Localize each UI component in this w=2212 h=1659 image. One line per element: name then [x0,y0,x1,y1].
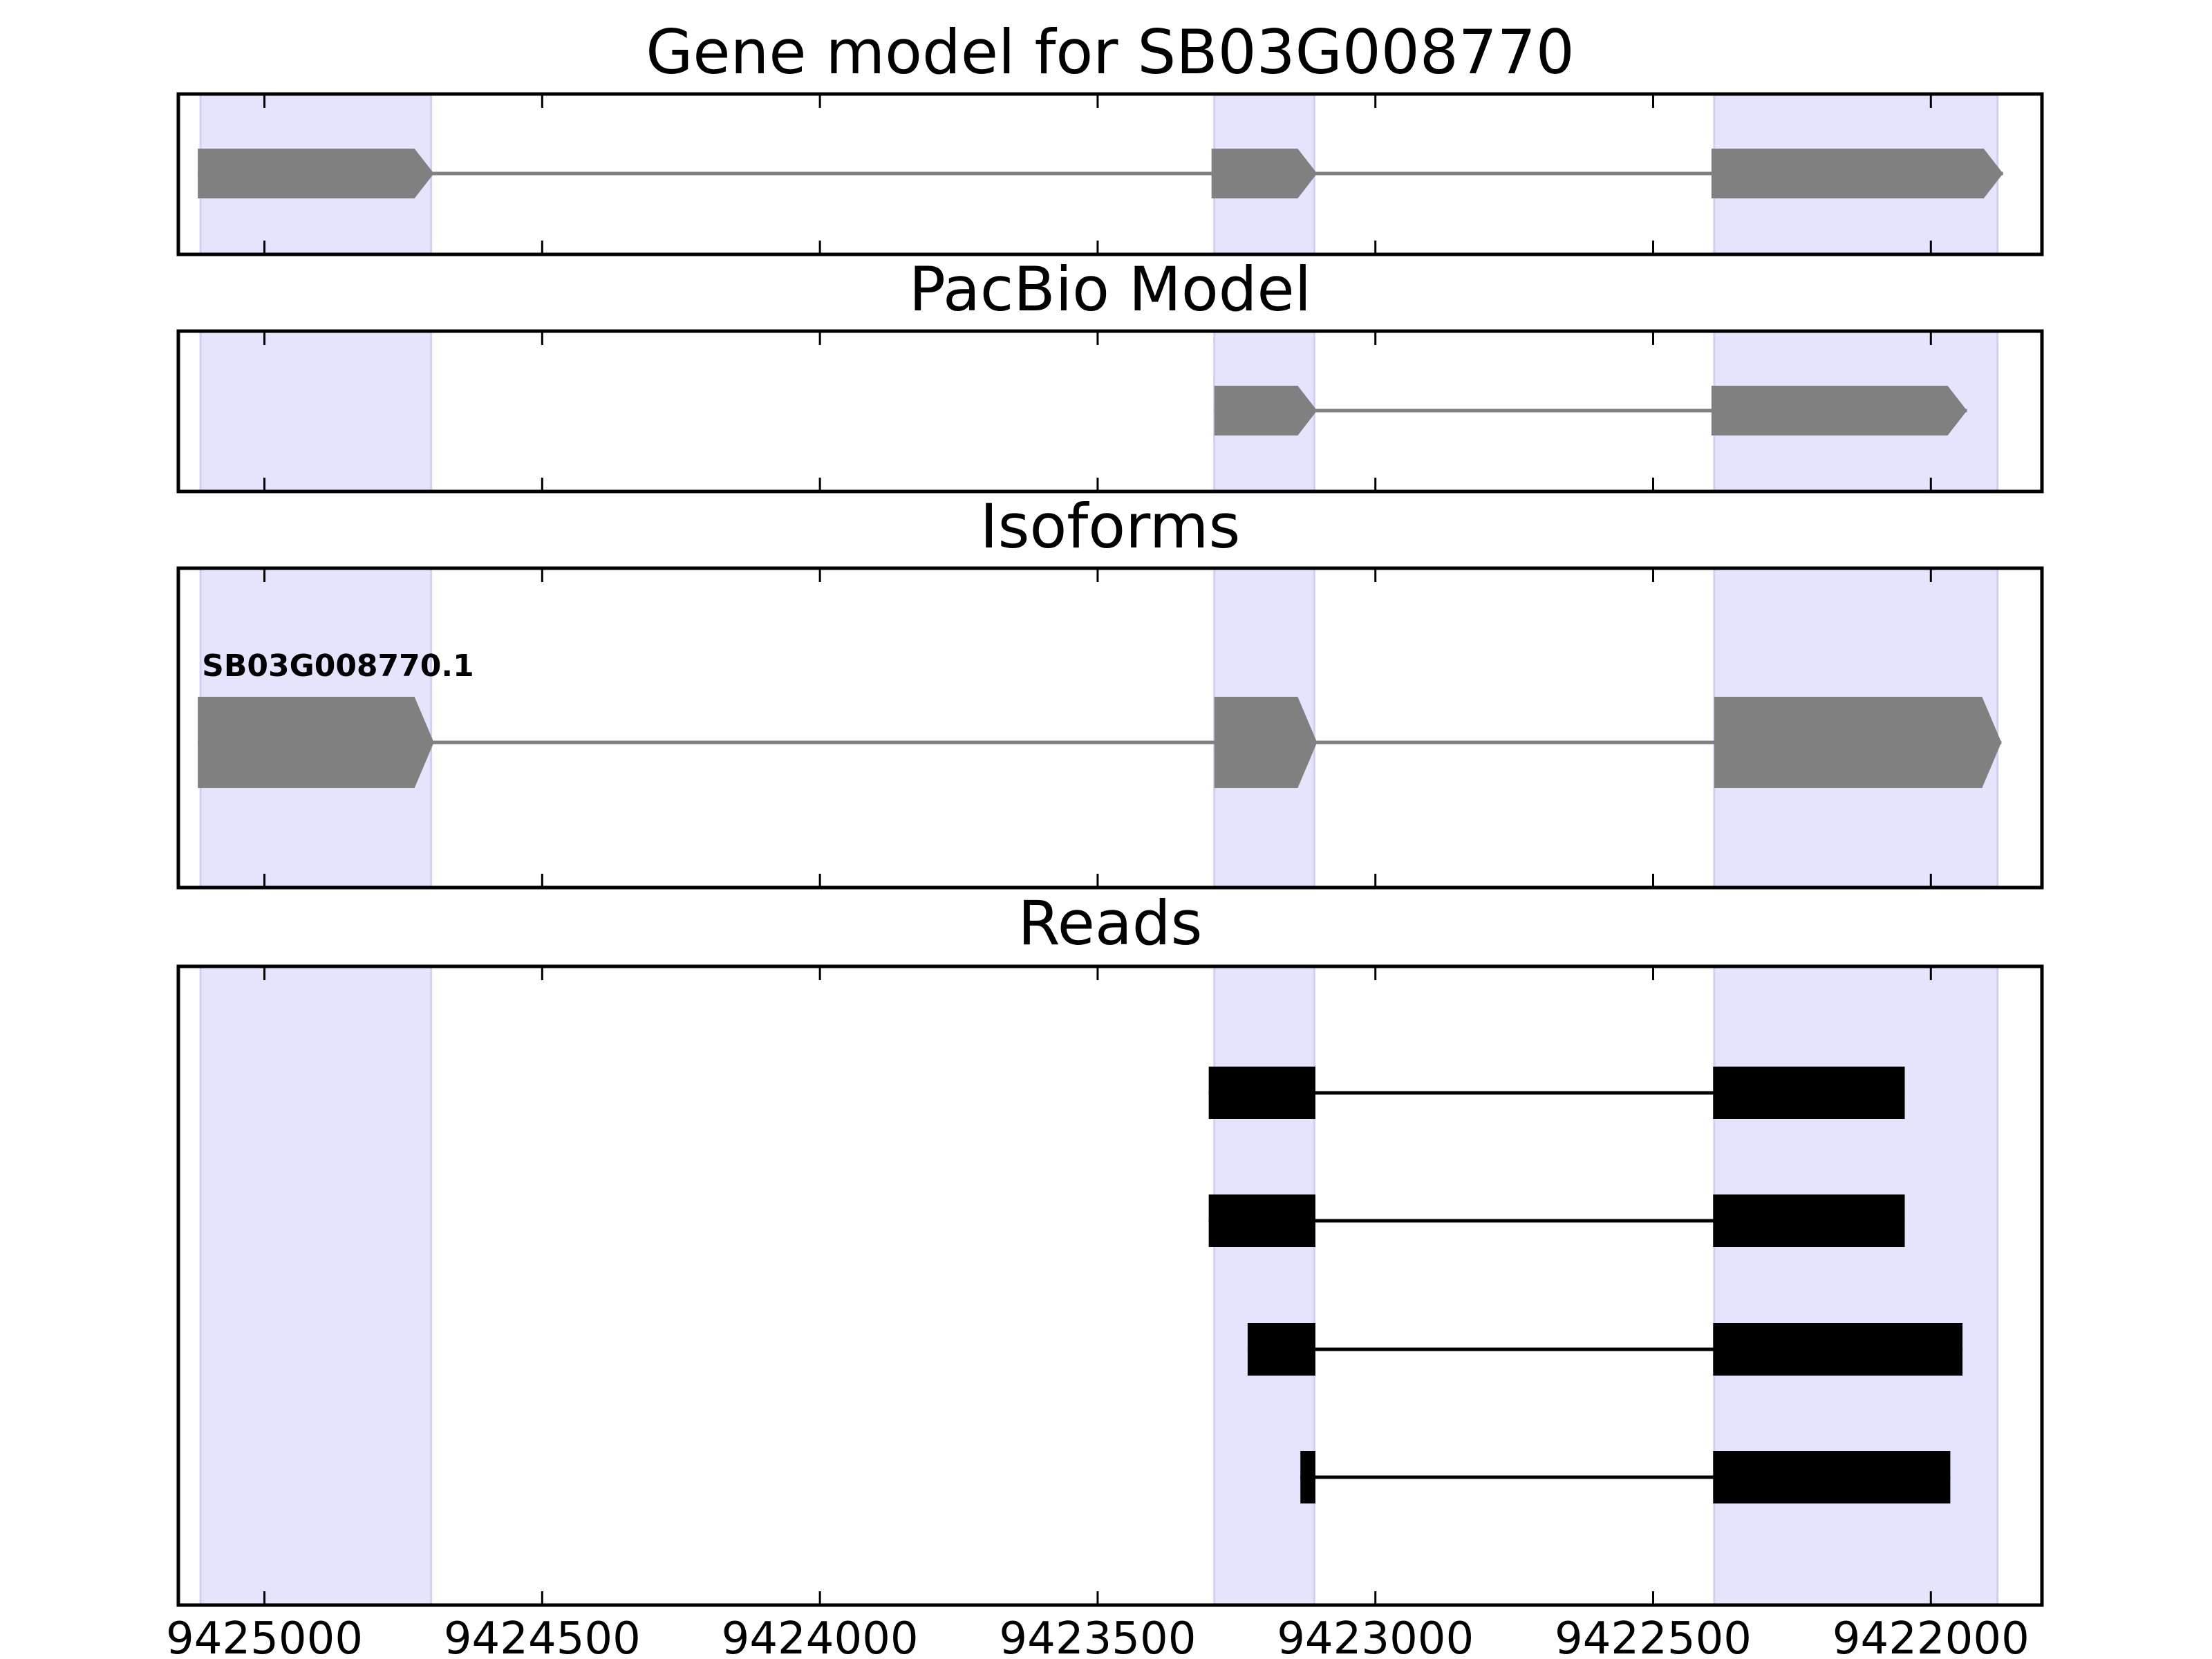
isoforms-panel: Isoforms SB03G008770.1 [176,491,2044,890]
exon-arrow [1214,386,1318,435]
exon-arrow [1711,386,1967,435]
gene-model-title: Gene model for SB03G008770 [646,17,1575,88]
read-feature [1208,1067,1905,1119]
isoforms-title: Isoforms [980,491,1241,562]
reads-title: Reads [1018,888,1203,959]
highlight-region [199,330,433,493]
highlight-region [1213,965,1315,1606]
x-tick-label: 9424500 [444,1613,641,1659]
isoform-label: SB03G008770.1 [202,648,474,684]
highlight-region [199,965,433,1606]
exon-arrow [198,149,434,198]
gene-feature: SB03G008770.1 [198,648,2002,788]
read-feature [1247,1323,1963,1376]
exon-arrow [1214,697,1318,788]
highlight-region [1713,965,1999,1606]
isoforms-axes-frame [176,566,2044,890]
exon-block [1713,1323,1963,1376]
pacbio-model-title: PacBio Model [909,254,1311,325]
exon-arrow [198,697,434,788]
reads-axes-frame [176,964,2044,1607]
read-feature [1300,1451,1951,1503]
gene-feature [198,149,2003,198]
gene-model-axes-frame [176,92,2044,256]
exon-block [1208,1194,1315,1247]
x-tick-label: 9423500 [999,1613,1196,1659]
read-feature [1208,1194,1905,1247]
exon-arrow [1711,149,2003,198]
x-tick-label: 9425000 [166,1613,363,1659]
exon-arrow [1211,149,1318,198]
reads-panel: Reads 9425000 9424500 9424000 9423500 9423000… [166,888,2044,1659]
x-tick-label: 9422500 [1555,1613,1752,1659]
x-tick-label: 9423000 [1277,1613,1474,1659]
x-tick-label: 9424000 [722,1613,919,1659]
pacbio-model-panel: PacBio Model [176,254,2044,494]
exon-block [1300,1451,1315,1503]
exon-block [1713,1067,1905,1119]
exon-block [1247,1323,1315,1376]
exon-block [1208,1067,1315,1119]
exon-block [1713,1194,1905,1247]
exon-arrow [1714,697,2002,788]
exon-block [1713,1451,1951,1503]
x-tick-label: 9422000 [1833,1613,2030,1659]
gene-feature [1214,386,1967,435]
pacbio-model-axes-frame [176,329,2044,494]
gene-model-panel: Gene model for SB03G008770 [176,17,2044,256]
